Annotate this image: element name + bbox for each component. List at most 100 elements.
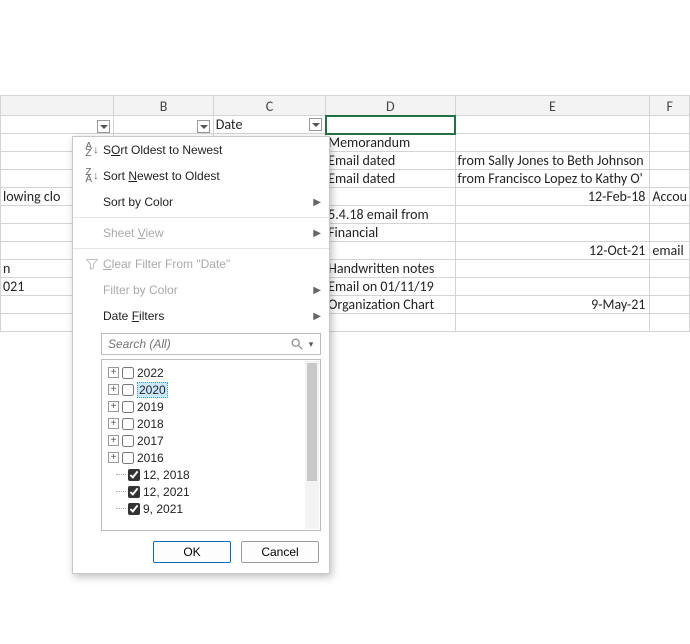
sort-desc-label: Sort Newest to Oldest: [103, 169, 321, 183]
search-dropdown-icon[interactable]: ▾: [306, 339, 316, 350]
cell[interactable]: [650, 116, 690, 134]
cell[interactable]: [455, 134, 650, 152]
leaf-checkbox[interactable]: [128, 469, 140, 481]
chevron-right-icon: ▶: [313, 197, 321, 208]
cell[interactable]: [455, 206, 650, 224]
leaf-checkbox[interactable]: [128, 503, 140, 515]
cell[interactable]: [114, 116, 213, 134]
filter-dropdown-icon[interactable]: [197, 120, 210, 133]
cell[interactable]: 12-Oct-21: [455, 242, 650, 260]
date-filters[interactable]: Date Filters ▶: [73, 303, 329, 329]
cell[interactable]: Email dated: [326, 170, 455, 188]
chevron-right-icon: ▶: [313, 311, 321, 322]
filter-values-tree[interactable]: +2022+2020+2019+2018+2017+201612, 201812…: [101, 359, 321, 531]
cell[interactable]: [455, 116, 650, 134]
filter-dropdown-icon[interactable]: [97, 120, 110, 133]
tree-scrollbar[interactable]: [305, 361, 319, 529]
sort-asc-label: SOrt Oldest to Newest: [103, 143, 321, 157]
col-header-b[interactable]: B: [114, 96, 213, 116]
tree-leaf-node[interactable]: 12, 2018: [108, 466, 318, 483]
cell[interactable]: [650, 296, 690, 314]
chevron-right-icon: ▶: [313, 285, 321, 296]
cell[interactable]: [650, 170, 690, 188]
col-header-e[interactable]: E: [455, 96, 650, 116]
cell[interactable]: from Sally Jones to Beth Johnson: [455, 152, 650, 170]
sort-newest-oldest[interactable]: ZA↓ Sort Newest to Oldest: [73, 163, 329, 189]
filter-dropdown-icon[interactable]: [309, 118, 322, 131]
year-checkbox[interactable]: [122, 367, 134, 379]
cell[interactable]: from Francisco Lopez to Kathy O': [455, 170, 650, 188]
cell[interactable]: Email dated: [326, 152, 455, 170]
col-header-d[interactable]: D: [326, 96, 455, 116]
cell[interactable]: Memorandum: [326, 134, 455, 152]
search-box[interactable]: ▾: [101, 333, 321, 355]
expand-icon[interactable]: +: [108, 418, 119, 429]
tree-year-node[interactable]: +2019: [108, 398, 318, 415]
cell[interactable]: [650, 224, 690, 242]
cell[interactable]: 9-May-21: [455, 296, 650, 314]
year-checkbox[interactable]: [122, 384, 134, 396]
expand-icon[interactable]: +: [108, 401, 119, 412]
column-header-row: B C D E F: [1, 96, 690, 116]
selected-cell[interactable]: [326, 116, 455, 134]
expand-icon[interactable]: +: [108, 435, 119, 446]
tree-year-node[interactable]: +2016: [108, 449, 318, 466]
cell[interactable]: [326, 188, 455, 206]
tree-leaf-node[interactable]: 12, 2021: [108, 483, 318, 500]
cell[interactable]: Email on 01/11/19: [326, 278, 455, 296]
sort-oldest-newest[interactable]: AZ↓ SOrt Oldest to Newest: [73, 137, 329, 163]
ok-button[interactable]: OK: [153, 541, 231, 563]
col-header-c[interactable]: C: [213, 96, 325, 116]
tree-year-node[interactable]: +2018: [108, 415, 318, 432]
cell[interactable]: [650, 152, 690, 170]
cell[interactable]: [326, 242, 455, 260]
cell[interactable]: [650, 134, 690, 152]
cell[interactable]: [455, 260, 650, 278]
tree-connector: [116, 508, 126, 509]
tree-leaf-node[interactable]: 9, 2021: [108, 500, 318, 517]
scrollbar-thumb[interactable]: [307, 363, 317, 481]
tree-year-node[interactable]: +2017: [108, 432, 318, 449]
year-checkbox[interactable]: [122, 452, 134, 464]
cell[interactable]: [326, 314, 455, 332]
sort-by-color[interactable]: Sort by Color ▶: [73, 189, 329, 215]
filter-by-color: Filter by Color ▶: [73, 277, 329, 303]
cell[interactable]: [455, 224, 650, 242]
leaf-label: 9, 2021: [143, 502, 183, 516]
cancel-button[interactable]: Cancel: [241, 541, 319, 563]
expand-icon[interactable]: +: [108, 367, 119, 378]
tree-year-node[interactable]: +2022: [108, 364, 318, 381]
date-filters-label: Date Filters: [103, 309, 313, 323]
cell[interactable]: [650, 260, 690, 278]
filter-by-color-label: Filter by Color: [103, 283, 313, 297]
expand-icon[interactable]: +: [108, 384, 119, 395]
cell[interactable]: 5.4.18 email from: [326, 206, 455, 224]
year-checkbox[interactable]: [122, 401, 134, 413]
cell[interactable]: Financial: [326, 224, 455, 242]
year-label: 2018: [137, 417, 164, 431]
cell[interactable]: [650, 278, 690, 296]
search-input[interactable]: [106, 336, 290, 352]
tree-connector: [116, 474, 126, 475]
cell[interactable]: Organization Chart: [326, 296, 455, 314]
cell[interactable]: Handwritten notes: [326, 260, 455, 278]
cell[interactable]: Accou: [650, 188, 690, 206]
cell[interactable]: 12-Feb-18: [455, 188, 650, 206]
cell[interactable]: [455, 278, 650, 296]
cell[interactable]: [650, 314, 690, 332]
cell[interactable]: [1, 116, 114, 134]
year-label: 2019: [137, 400, 164, 414]
year-checkbox[interactable]: [122, 435, 134, 447]
leaf-checkbox[interactable]: [128, 486, 140, 498]
sheet-view-label: Sheet View: [103, 226, 313, 240]
col-header-a[interactable]: [1, 96, 114, 116]
expand-icon[interactable]: +: [108, 452, 119, 463]
cell[interactable]: email: [650, 242, 690, 260]
tree-year-node[interactable]: +2020: [108, 381, 318, 398]
cell-date-header[interactable]: Date: [213, 116, 325, 134]
clear-filter-label: Clear Filter From "Date": [103, 257, 321, 271]
cell[interactable]: [650, 206, 690, 224]
col-header-f[interactable]: F: [650, 96, 690, 116]
year-checkbox[interactable]: [122, 418, 134, 430]
cell[interactable]: [455, 314, 650, 332]
